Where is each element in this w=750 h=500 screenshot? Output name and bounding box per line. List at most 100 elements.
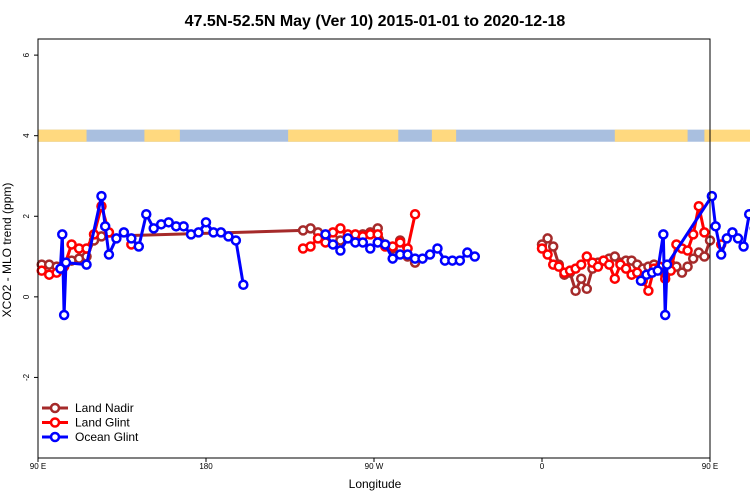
data-point-land-glint — [682, 245, 693, 256]
data-point-ocean-glint — [365, 243, 376, 254]
data-point-ocean-glint — [659, 309, 671, 321]
data-point-ocean-glint — [230, 235, 242, 246]
data-point-land-glint — [372, 229, 383, 240]
data-point-land-nadir — [575, 273, 587, 284]
data-point-ocean-glint — [462, 247, 473, 258]
data-point-land-glint — [631, 267, 643, 278]
data-point-ocean-glint — [81, 259, 92, 270]
data-point-ocean-glint — [103, 249, 115, 260]
data-point-ocean-glint — [743, 209, 750, 220]
data-point-land-glint — [643, 285, 654, 297]
data-point-land-glint — [66, 239, 77, 250]
data-point-land-nadir — [682, 261, 693, 272]
data-point-ocean-glint — [327, 239, 339, 250]
data-point-ocean-glint — [710, 221, 721, 232]
series-ocean-glint — [55, 190, 750, 321]
data-point-ocean-glint — [342, 233, 354, 244]
data-point-ocean-glint — [111, 233, 122, 244]
land-band-segment — [144, 129, 180, 142]
data-point-ocean-glint — [454, 255, 466, 266]
y-tick-label: 4 — [22, 133, 31, 138]
data-point-ocean-glint — [60, 257, 72, 268]
x-tick-label: 0 — [540, 462, 545, 471]
data-point-ocean-glint — [57, 229, 68, 240]
legend-label: Ocean Glint — [75, 430, 139, 444]
data-point-ocean-glint — [223, 231, 234, 242]
data-point-ocean-glint — [126, 233, 137, 244]
data-point-land-glint — [581, 251, 593, 262]
data-point-ocean-glint — [469, 251, 481, 262]
y-axis: 6 4 2 0 -2 — [22, 52, 38, 381]
y-axis-label: XCO2 - MLO trend (ppm) — [0, 183, 14, 318]
legend-swatch-marker — [49, 417, 61, 428]
data-point-land-glint — [620, 263, 632, 274]
data-point-ocean-glint — [96, 190, 107, 202]
data-point-land-glint — [394, 237, 406, 248]
land-band-segment — [288, 129, 399, 142]
data-point-land-nadir — [609, 251, 621, 262]
x-axis-label: Longitude — [349, 477, 402, 491]
series-line-ocean-glint — [58, 194, 245, 317]
land-band-segment — [38, 129, 87, 142]
data-point-ocean-glint — [721, 233, 733, 244]
land-band-segment — [614, 129, 688, 142]
data-point-ocean-glint — [402, 249, 413, 260]
data-point-ocean-glint — [200, 217, 212, 228]
data-point-ocean-glint — [118, 227, 130, 238]
land-band-segment — [704, 129, 750, 142]
data-point-ocean-glint — [133, 241, 145, 252]
data-point-ocean-glint — [357, 237, 369, 248]
legend-item-ocean-glint: Ocean Glint — [42, 430, 139, 444]
data-point-ocean-glint — [215, 227, 227, 238]
data-point-land-glint — [603, 259, 615, 270]
data-point-land-glint — [592, 261, 604, 272]
land-band-segment — [431, 129, 457, 142]
data-point-ocean-glint — [417, 253, 428, 264]
data-point-ocean-glint — [55, 263, 66, 274]
data-point-ocean-glint — [732, 233, 744, 244]
x-tick-label: 90 E — [702, 462, 718, 471]
data-point-ocean-glint — [58, 309, 70, 321]
data-point-ocean-glint — [99, 221, 111, 232]
data-point-land-glint — [553, 261, 565, 272]
land-ocean-band — [38, 129, 750, 142]
data-point-land-glint — [335, 223, 346, 234]
chart-title: 47.5N-52.5N May (Ver 10) 2015-01-01 to 2… — [185, 13, 566, 30]
data-point-land-nadir — [699, 251, 710, 262]
legend-swatch-marker — [49, 402, 61, 414]
data-point-land-glint — [575, 259, 587, 270]
data-point-ocean-glint — [706, 190, 718, 202]
data-point-ocean-glint — [178, 221, 189, 232]
legend-swatch-marker — [49, 431, 61, 443]
data-point-land-nadir — [305, 223, 316, 234]
data-point-land-nadir — [687, 253, 699, 264]
x-tick-label: 180 — [199, 462, 213, 471]
data-point-ocean-glint — [193, 227, 204, 238]
y-tick-label: 2 — [22, 213, 31, 218]
data-point-land-glint — [687, 229, 699, 240]
x-tick-label: 90 W — [365, 462, 384, 471]
data-point-ocean-glint — [715, 249, 727, 260]
data-point-land-glint — [312, 233, 324, 244]
data-point-ocean-glint — [652, 265, 663, 276]
data-point-land-glint — [699, 227, 710, 238]
y-tick-label: 6 — [22, 52, 31, 57]
data-point-land-glint — [609, 273, 621, 284]
data-point-ocean-glint — [658, 229, 669, 240]
data-point-land-glint — [693, 200, 705, 212]
data-point-land-nadir — [581, 283, 593, 295]
legend-item-land-nadir: Land Nadir — [42, 401, 134, 415]
data-point-ocean-glint — [163, 217, 174, 228]
y-tick-label: 0 — [22, 294, 31, 299]
data-point-ocean-glint — [424, 249, 436, 260]
legend-item-land-glint: Land Glint — [42, 416, 130, 430]
data-point-ocean-glint — [727, 227, 738, 238]
data-point-ocean-glint — [661, 259, 673, 270]
data-point-ocean-glint — [335, 245, 346, 256]
legend-label: Land Glint — [75, 416, 130, 430]
data-point-land-nadir — [547, 241, 559, 252]
data-point-ocean-glint — [635, 275, 647, 286]
data-point-land-glint — [305, 241, 316, 252]
